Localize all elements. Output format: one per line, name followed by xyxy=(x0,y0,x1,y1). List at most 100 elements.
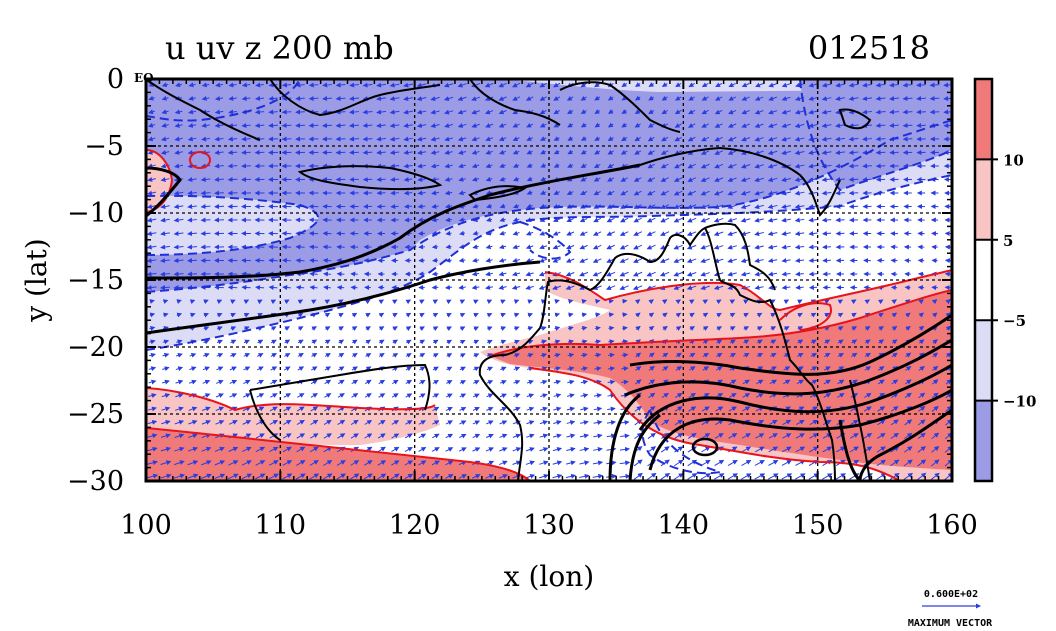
wind-vector-72 xyxy=(308,96,319,102)
wind-vector-288 xyxy=(794,136,805,142)
wind-vector-809 xyxy=(539,258,548,263)
y-tick-label-3: −15 xyxy=(67,265,124,296)
wind-vector-254 xyxy=(335,136,346,142)
wind-vector-13 xyxy=(322,82,332,88)
wind-vector-403 xyxy=(727,163,737,169)
wind-vector-173 xyxy=(862,109,873,115)
wind-vector-291 xyxy=(835,136,846,142)
wind-vector-102 xyxy=(714,96,723,101)
wind-vector-923 xyxy=(458,284,466,290)
wind-vector-394 xyxy=(607,163,615,169)
wind-vector-647 xyxy=(781,217,791,223)
wind-vector-54 xyxy=(875,82,886,88)
wind-vector-68 xyxy=(255,96,265,101)
wind-vector-755 xyxy=(619,244,629,250)
wind-vector-1028 xyxy=(257,313,263,318)
wind-vector-40 xyxy=(688,82,695,88)
wind-vector-400 xyxy=(687,163,696,169)
wind-vector-259 xyxy=(403,136,413,142)
wind-vector-520 xyxy=(687,190,697,196)
wind-vector-149 xyxy=(539,109,547,115)
wind-vector-886 xyxy=(767,271,778,277)
wind-vector-180 xyxy=(147,122,156,128)
wind-vector-53 xyxy=(862,82,872,88)
wind-vector-829 xyxy=(808,258,818,263)
wind-vector-163 xyxy=(728,109,737,115)
wind-vector-853 xyxy=(322,271,332,277)
wind-vector-1034 xyxy=(338,312,344,318)
wind-vector-12 xyxy=(308,82,319,88)
wind-vector-409 xyxy=(808,163,819,169)
wind-vector-644 xyxy=(740,217,751,223)
wind-vector-161 xyxy=(701,109,709,115)
wind-vector-730 xyxy=(281,244,292,250)
wind-vector-1037 xyxy=(378,312,385,318)
wind-vector-1002 xyxy=(716,299,722,305)
wind-vector-317 xyxy=(376,150,386,156)
wind-vector-586 xyxy=(767,204,778,210)
y-tick-label-4: −20 xyxy=(67,332,124,363)
wind-vector-226 xyxy=(767,123,778,128)
y-tick-label-5: −25 xyxy=(67,399,124,430)
wind-vector-1057 xyxy=(648,312,655,318)
wind-vector-195 xyxy=(349,123,360,129)
wind-vector-820 xyxy=(686,258,697,264)
wind-vector-801 xyxy=(432,257,439,263)
wind-vector-117 xyxy=(916,96,926,102)
wind-vector-472 xyxy=(848,177,859,183)
vector-legend-value: 0.600E+02 xyxy=(924,589,978,600)
wind-vector-141 xyxy=(430,109,440,115)
wind-vector-350 xyxy=(821,150,832,156)
wind-vector-517 xyxy=(647,190,656,196)
wind-vector-503 xyxy=(458,190,466,196)
wind-vector-316 xyxy=(362,150,373,156)
wind-vector-222 xyxy=(714,123,723,128)
wind-vector-381 xyxy=(430,163,440,169)
wind-vector-907 xyxy=(241,284,251,290)
wind-vector-216 xyxy=(634,122,641,128)
wind-vector-512 xyxy=(580,190,588,195)
wind-vector-160 xyxy=(688,109,696,115)
wind-vector-985 xyxy=(486,299,493,305)
wind-vector-519 xyxy=(673,190,683,196)
wind-vector-927 xyxy=(511,285,521,290)
wind-vector-1047 xyxy=(513,312,520,318)
wind-vector-723 xyxy=(187,244,198,250)
wind-vector-199 xyxy=(403,123,413,129)
wind-vector-185 xyxy=(214,123,224,128)
wind-vector-155 xyxy=(621,109,628,114)
wind-vector-827 xyxy=(781,258,791,263)
wind-vector-542 xyxy=(173,204,184,210)
wind-vector-813 xyxy=(592,258,602,263)
wind-vector-482 xyxy=(173,190,184,196)
wind-vector-957 xyxy=(917,285,925,291)
wind-vector-16 xyxy=(362,82,373,88)
wind-vector-30 xyxy=(553,82,561,88)
wind-vector-500 xyxy=(417,190,426,196)
wind-vector-420 xyxy=(147,177,156,182)
wind-vector-133 xyxy=(322,109,332,115)
wind-vector-437 xyxy=(376,177,386,183)
wind-vector-1013 xyxy=(864,299,871,305)
wind-vector-981 xyxy=(432,299,439,305)
wind-vector-100 xyxy=(688,95,696,101)
wind-vector-1024 xyxy=(203,312,210,318)
wind-vector-263 xyxy=(457,136,467,142)
wind-vector-766 xyxy=(767,244,778,250)
wind-vector-530 xyxy=(821,190,832,196)
wind-vector-945 xyxy=(754,285,764,290)
wind-vector-438 xyxy=(390,177,400,182)
wind-vector-220 xyxy=(687,123,696,128)
wind-vector-683 xyxy=(459,230,466,236)
wind-vector-1044 xyxy=(473,313,479,318)
wind-vector-87 xyxy=(512,96,521,101)
wind-vector-1058 xyxy=(662,312,668,318)
wind-vector-78 xyxy=(389,96,400,102)
wind-vector-84 xyxy=(471,96,481,101)
wind-vector-38 xyxy=(661,82,668,88)
wind-vector-331 xyxy=(567,149,574,155)
wind-vector-524 xyxy=(740,190,751,196)
wind-vector-1 xyxy=(161,82,169,88)
wind-vector-50 xyxy=(821,82,832,88)
wind-vector-52 xyxy=(848,82,859,88)
